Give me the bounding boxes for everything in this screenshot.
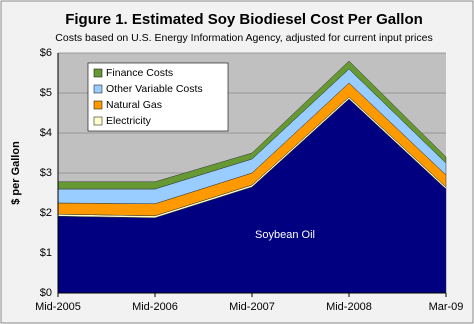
legend-swatch — [93, 116, 103, 126]
legend-label: Other Variable Costs — [106, 83, 203, 95]
chart-title: Figure 1. Estimated Soy Biodiesel Cost P… — [65, 11, 423, 28]
x-tick-label: Mid-2005 — [35, 301, 81, 313]
legend-label: Natural Gas — [106, 99, 162, 111]
x-tick-label: Mid-2008 — [326, 301, 372, 313]
y-tick-label: $5 — [40, 87, 52, 99]
chart-subtitle: Costs based on U.S. Energy Information A… — [55, 32, 432, 44]
area — [57, 60, 447, 190]
legend-swatch — [93, 100, 103, 110]
legend-label: Finance Costs — [106, 67, 173, 79]
legend-label: Electricity — [106, 115, 152, 127]
y-tick-label: $2 — [40, 207, 52, 219]
y-tick-label: $1 — [40, 247, 52, 259]
legend-swatch — [93, 68, 103, 78]
area-label: Soybean Oil — [255, 229, 315, 241]
y-tick-label: $6 — [40, 47, 52, 59]
legend-swatch — [93, 84, 103, 94]
x-tick-label: Mar-09 — [429, 301, 464, 313]
y-axis-label: $ per Gallon — [10, 141, 22, 205]
x-tick-label: Mid-2007 — [229, 301, 275, 313]
x-tick-label: Mid-2006 — [132, 301, 178, 313]
y-tick-label: $0 — [40, 287, 52, 299]
y-tick-label: $4 — [40, 127, 52, 139]
y-tick-label: $3 — [40, 167, 52, 179]
legend — [87, 62, 229, 132]
